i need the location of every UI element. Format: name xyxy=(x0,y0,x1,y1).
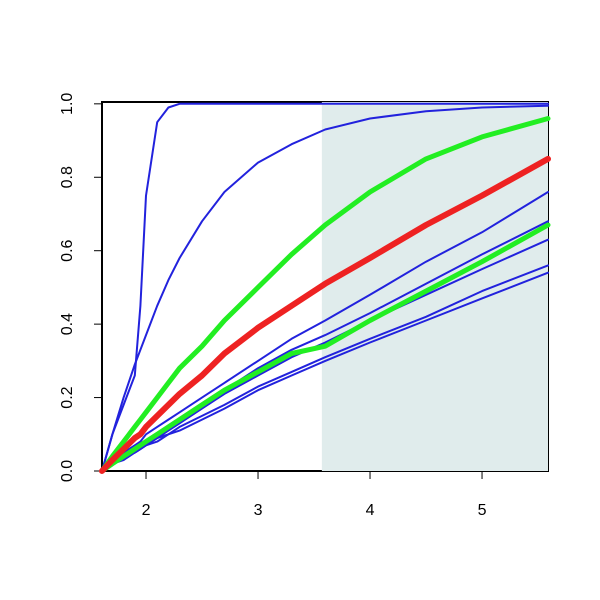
y-tick-label: 1.0 xyxy=(59,93,76,115)
y-tick-label: 0.8 xyxy=(59,166,76,188)
y-tick-label: 0.4 xyxy=(59,313,76,335)
series-line xyxy=(101,271,549,472)
series-line xyxy=(101,104,549,472)
y-tick-label: 0.2 xyxy=(59,386,76,408)
series-line xyxy=(99,116,551,474)
x-tick-label: 4 xyxy=(366,502,375,519)
y-tick-label: 0.6 xyxy=(59,239,76,261)
series-line xyxy=(101,102,549,472)
series-line xyxy=(99,222,551,474)
y-tick-label: 0.0 xyxy=(59,460,76,482)
series-line xyxy=(99,155,551,474)
x-tick-label: 3 xyxy=(254,502,263,519)
x-tick-label: 2 xyxy=(142,502,151,519)
x-tick-label: 5 xyxy=(478,502,487,519)
series-line xyxy=(101,191,549,472)
